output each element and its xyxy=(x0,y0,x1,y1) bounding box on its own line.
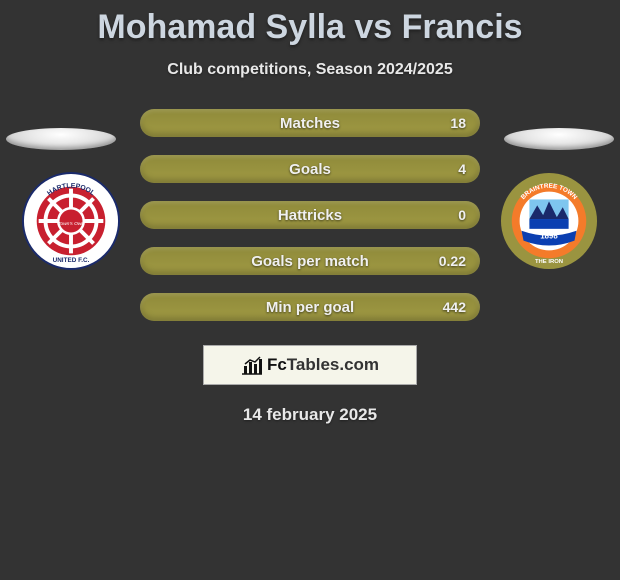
stat-value: 18 xyxy=(450,115,466,131)
stat-label: Goals per match xyxy=(251,253,369,270)
stat-bar-goals: Goals 4 xyxy=(140,155,480,183)
stat-label: Matches xyxy=(280,115,340,132)
page-subtitle: Club competitions, Season 2024/2025 xyxy=(0,61,620,79)
svg-text:THE IRON: THE IRON xyxy=(535,259,563,265)
stat-label: Min per goal xyxy=(266,299,354,316)
stat-bar-goals-per-match: Goals per match 0.22 xyxy=(140,247,480,275)
right-club-crest: 1898 BRAINTREE TOWN THE IRON xyxy=(500,172,598,270)
date-text: 14 february 2025 xyxy=(0,405,620,425)
stats-bars: Matches 18 Goals 4 Hattricks 0 Goals per… xyxy=(140,109,480,321)
branding-suffix: Tables.com xyxy=(287,355,379,374)
left-oval-decoration xyxy=(6,128,116,150)
page-title: Mohamad Sylla vs Francis xyxy=(0,0,620,47)
stat-value: 0 xyxy=(458,207,466,223)
branding-text: FcTables.com xyxy=(267,355,379,375)
stat-bar-matches: Matches 18 xyxy=(140,109,480,137)
stat-value: 0.22 xyxy=(439,253,466,269)
stat-label: Hattricks xyxy=(278,207,342,224)
svg-text:UNITED F.C.: UNITED F.C. xyxy=(53,257,90,264)
svg-text:Town's Own: Town's Own xyxy=(58,221,85,227)
bars-icon xyxy=(241,355,263,375)
stat-value: 442 xyxy=(443,299,466,315)
branding-logo: FcTables.com xyxy=(203,345,417,385)
stat-label: Goals xyxy=(289,161,331,178)
stat-value: 4 xyxy=(458,161,466,177)
right-oval-decoration xyxy=(504,128,614,150)
left-club-crest: HARTLEPOOL UNITED F.C. Town's Own xyxy=(22,172,120,270)
svg-text:1898: 1898 xyxy=(540,232,558,241)
stat-bar-min-per-goal: Min per goal 442 xyxy=(140,293,480,321)
branding-prefix: Fc xyxy=(267,355,287,374)
stat-bar-hattricks: Hattricks 0 xyxy=(140,201,480,229)
